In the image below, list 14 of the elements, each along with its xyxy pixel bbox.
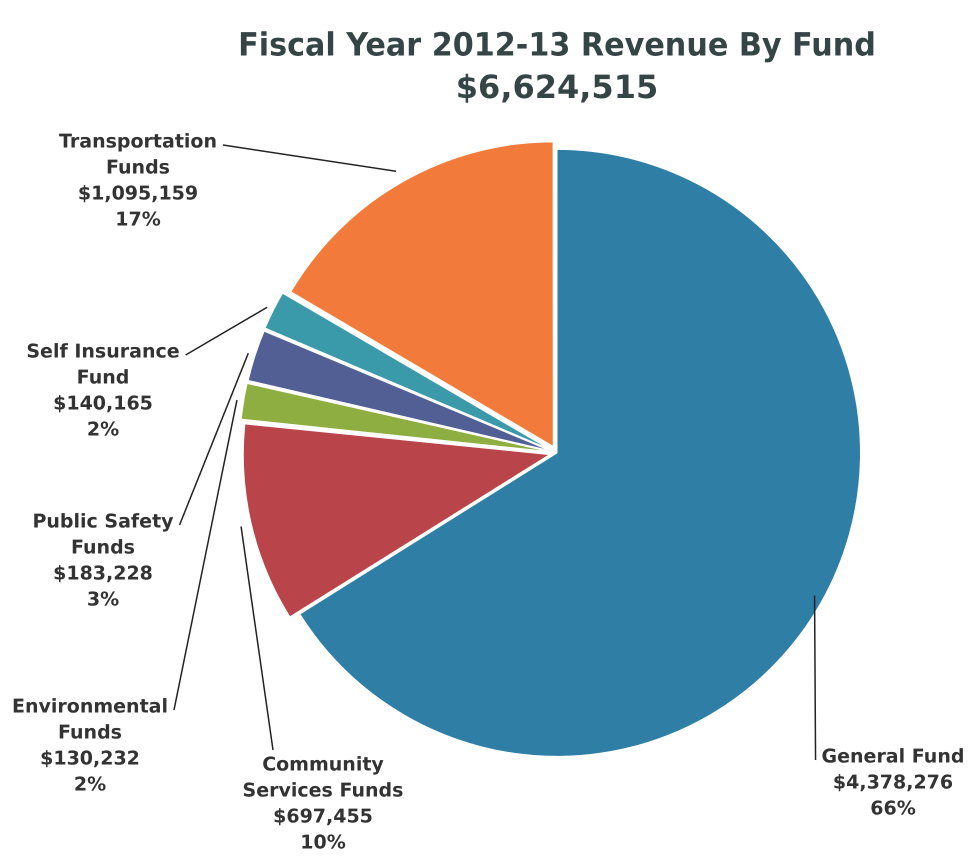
slice-label: Community Services Funds <box>242 753 404 802</box>
data-label: $4,378,276 66% <box>832 771 954 820</box>
chart-subtitle: $6,624,515 <box>456 68 658 106</box>
data-label: $130,232 2% <box>40 747 140 796</box>
slice-label: Public Safety Funds <box>32 510 174 558</box>
data-label: $140,165 2% <box>53 392 153 440</box>
chart-title: Fiscal Year 2012-13 Revenue By Fund <box>238 26 876 64</box>
data-label: $1,095,159 17% <box>78 182 198 230</box>
data-label: $697,455 10% <box>273 805 373 854</box>
slice-label: Self Insurance Fund <box>26 340 180 388</box>
slice-label: General Fund <box>822 745 964 768</box>
slice-label: Transportation Funds <box>58 130 218 178</box>
slice-label: Environmental Funds <box>12 695 168 744</box>
data-label: $183,228 3% <box>53 562 153 610</box>
